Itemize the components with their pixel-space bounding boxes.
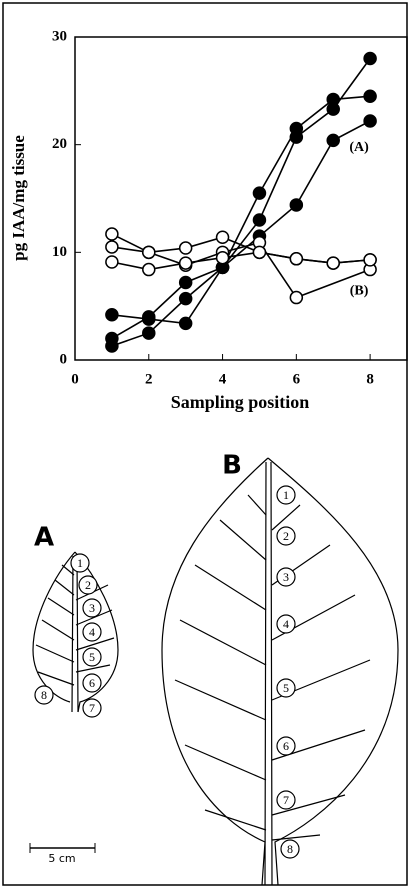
data-point: [252, 186, 267, 200]
y-axis-label: pg IAA/mg tissue: [9, 135, 28, 261]
data-point: [215, 230, 230, 245]
marker-label: 6: [283, 739, 289, 753]
marker-circle: [82, 622, 102, 642]
data-point: [363, 253, 377, 267]
data-point: [142, 262, 156, 277]
data-point: [178, 316, 193, 331]
marker-label: 7: [89, 701, 95, 715]
plot-frame: [74, 36, 408, 361]
data-point: [326, 133, 340, 148]
data-point: [178, 241, 193, 255]
marker-circle: [78, 575, 98, 595]
marker-circle: [276, 736, 296, 756]
marker-circle: [70, 553, 90, 573]
marker-circle: [34, 685, 54, 705]
leaf-label: A: [34, 523, 54, 553]
chart: 0 10 20 30 0 2 4 6 8 (A) (B): [52, 28, 408, 387]
marker-label: 3: [283, 570, 289, 584]
marker-circle: [82, 673, 102, 693]
y-tick-label: 30: [52, 28, 67, 44]
leaf-stem: [71, 555, 79, 713]
series-line: [111, 58, 371, 347]
data-point: [252, 245, 267, 260]
marker-circle: [276, 526, 296, 546]
marker-label: 7: [283, 793, 289, 807]
x-tick-label: 6: [293, 371, 301, 387]
y-tick-label: 0: [60, 351, 68, 367]
marker-circle: [276, 790, 296, 810]
marker-circle: [82, 698, 102, 718]
marker-label: 8: [287, 842, 293, 856]
data-point: [105, 240, 119, 254]
marker-label: 2: [283, 529, 289, 543]
data-point: [215, 250, 230, 265]
data-point: [178, 256, 193, 270]
data-point: [326, 256, 340, 270]
leaf-stem: [264, 461, 273, 886]
data-point: [363, 114, 377, 128]
data-point: [289, 198, 304, 212]
leaf-veins: [35, 564, 115, 686]
data-point: [252, 213, 267, 227]
series-line: [111, 95, 371, 340]
y-tick-label: 20: [52, 136, 67, 152]
marker-label: 5: [89, 650, 95, 664]
annotation: (B): [350, 283, 369, 298]
data-point: [289, 290, 304, 305]
marker-label: 6: [89, 676, 95, 690]
data-point: [105, 255, 119, 269]
marker-label: 1: [283, 488, 289, 502]
marker-circle: [280, 839, 300, 859]
data-point: [142, 245, 156, 260]
marker-label: 3: [89, 601, 95, 615]
y-tick-label: 10: [52, 244, 67, 260]
x-axis-label: Sampling position: [171, 392, 310, 412]
marker-label: 1: [77, 556, 83, 570]
data-point: [289, 252, 304, 266]
leaf-outline: [161, 457, 399, 886]
data-point: [178, 275, 193, 290]
marker-label: 5: [283, 681, 289, 695]
marker-circle: [276, 678, 296, 698]
data-point: [326, 92, 340, 107]
x-tick-label: 0: [71, 371, 79, 387]
marker-label: 2: [85, 578, 91, 592]
data-point: [142, 326, 156, 340]
marker-circle: [276, 614, 296, 634]
leaf-outline: [32, 551, 119, 713]
data-point: [105, 308, 119, 322]
marker-circle: [276, 567, 296, 587]
scale-label: 5 cm: [48, 852, 75, 865]
data-point: [105, 227, 119, 241]
marker-circle: [82, 647, 102, 667]
data-point: [289, 121, 304, 136]
x-tick-label: 8: [366, 371, 374, 387]
leaf-a: [32, 551, 119, 713]
marker-circle: [82, 598, 102, 618]
x-tick-label: 4: [219, 371, 227, 387]
marker-circle: [276, 485, 296, 505]
marker-label: 8: [41, 688, 47, 702]
marker-label: 4: [89, 625, 95, 639]
x-tick-label: 2: [145, 371, 153, 387]
data-point: [142, 312, 156, 326]
series-line: [111, 120, 371, 325]
annotation: (A): [349, 140, 369, 155]
leaf-veins: [174, 494, 371, 841]
leaf-b: [161, 457, 399, 886]
data-point: [105, 331, 119, 346]
leaf-label: B: [222, 451, 242, 481]
data-point: [178, 291, 193, 306]
data-point: [363, 51, 377, 66]
marker-label: 4: [283, 617, 289, 631]
data-point: [363, 89, 377, 103]
